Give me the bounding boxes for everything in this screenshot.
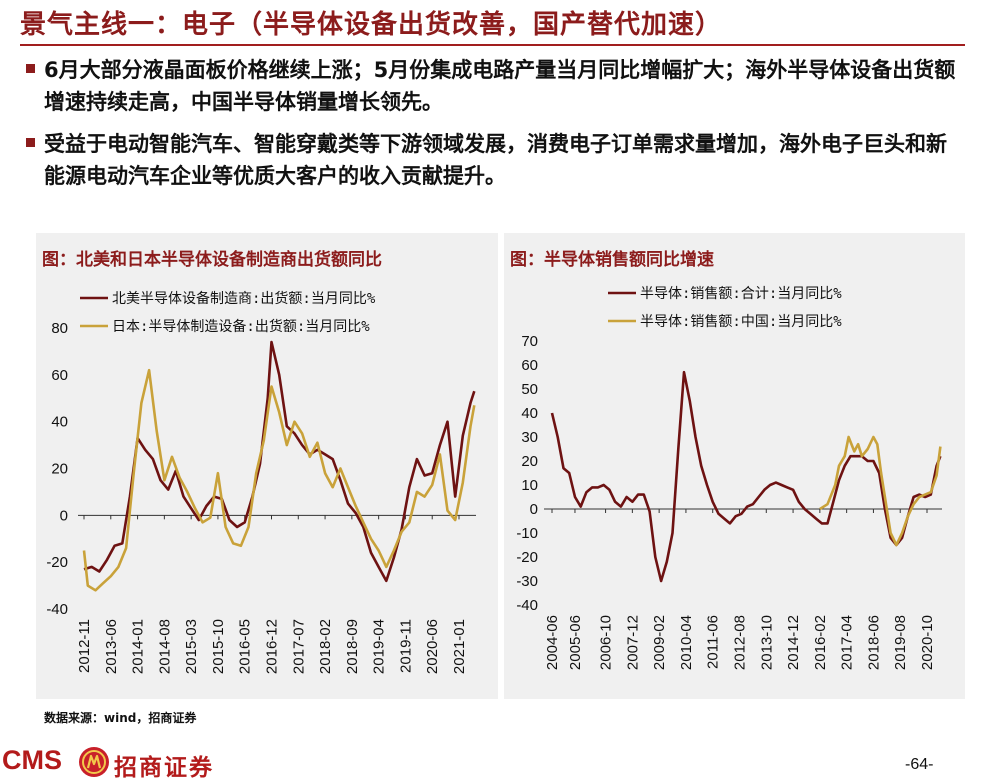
sales-x-tick-label: 2005-06 xyxy=(567,615,584,670)
equipment-y-tick-label: 0 xyxy=(60,507,68,524)
sales-y-tick-label: -20 xyxy=(516,549,538,566)
chart-panel-sales: 图：半导体销售额同比增速 -40 -30 -20 -10 0 10 20 30 40 50 60 70… xyxy=(504,233,965,699)
chart-title-sales: 图：半导体销售额同比增速 xyxy=(510,250,714,270)
sales-y-tick-label: 70 xyxy=(521,333,538,350)
sales-x-tick-label: 2019-08 xyxy=(892,615,909,670)
title-underline xyxy=(20,44,965,46)
bullet-marker xyxy=(26,138,35,147)
sales-y-tick-label: -40 xyxy=(516,597,538,614)
equipment-y-tick-label: 20 xyxy=(51,461,68,478)
sales-x-tick-label: 2006-10 xyxy=(598,615,615,670)
bullet-2: 受益于电动智能汽车、智能穿戴类等下游领域发展，消费电子订单需求量增加，海外电子巨… xyxy=(26,128,964,192)
sales-x-tick-label: 2011-06 xyxy=(705,615,722,669)
equipment-x-tick-label: 2015-10 xyxy=(210,619,227,674)
equipment-x-tick-label: 2018-02 xyxy=(317,619,334,674)
sales-x-tick-label: 2020-10 xyxy=(919,615,936,670)
equipment-y-tick-label: -40 xyxy=(46,601,68,618)
bullet-1: 6月大部分液晶面板价格继续上涨；5月份集成电路产量当月同比增幅扩大；海外半导体设… xyxy=(26,54,964,118)
sales-x-tick-label: 2009-02 xyxy=(651,615,668,670)
equipment-legend-label: 北美半导体设备制造商:出货额:当月同比% xyxy=(112,290,376,307)
sales-x-tick-label: 2016-02 xyxy=(812,615,829,670)
equipment-x-tick-label: 2015-03 xyxy=(183,619,200,674)
sales-y-tick-label: 30 xyxy=(521,429,538,446)
page-number: -64- xyxy=(905,756,934,773)
sales-y-tick-label: 0 xyxy=(530,501,538,518)
bullet-marker xyxy=(26,64,35,73)
equipment-x-tick-label: 2017-07 xyxy=(290,619,307,674)
chart-semiconductor-sales: -40 -30 -20 -10 0 10 20 30 40 50 60 70 2004-06 2005-0… xyxy=(516,286,942,670)
sales-y-tick-label: 50 xyxy=(521,381,538,398)
chart-panel-equipment: 图：北美和日本半导体设备制造商出货额同比 -40 -20 0 20 40 60 80 2012… xyxy=(36,233,498,699)
equipment-y-tick-label: -20 xyxy=(46,554,68,571)
sales-y-tick-label: 20 xyxy=(521,453,538,470)
equipment-x-tick-label: 2016-05 xyxy=(237,619,254,674)
sales-x-tick-label: 2012-08 xyxy=(732,615,749,670)
sales-y-tick-label: 10 xyxy=(521,477,538,494)
sales-x-tick-label: 2007-12 xyxy=(624,615,641,670)
sales-y-tick-label: 40 xyxy=(521,405,538,422)
sales-series-line-2 xyxy=(819,435,942,547)
sales-y-tick-label: 60 xyxy=(521,357,538,374)
sales-x-tick-label: 2010-04 xyxy=(678,615,695,670)
sales-x-tick-label: 2004-06 xyxy=(544,615,561,670)
equipment-x-tick-label: 2012-11 xyxy=(76,619,93,673)
equipment-legend-label: 日本:半导体制造设备:出货额:当月同比% xyxy=(112,318,370,335)
equipment-series-line-1 xyxy=(83,340,476,583)
sales-series-line-1 xyxy=(550,370,942,583)
equipment-x-tick-label: 2018-09 xyxy=(344,619,361,674)
logo-name: 招商证券 xyxy=(114,755,214,781)
equipment-x-tick-label: 2021-01 xyxy=(451,619,468,674)
chart-title-equipment: 图：北美和日本半导体设备制造商出货额同比 xyxy=(42,250,382,270)
page-title: 景气主线一：电子（半导体设备出货改善，国产替代加速） xyxy=(20,10,723,40)
logo-emblem-icon xyxy=(79,747,109,777)
data-source: 数据来源：wind，招商证券 xyxy=(44,711,197,725)
logo-latin: CMS xyxy=(2,745,62,775)
equipment-x-tick-label: 2014-01 xyxy=(130,619,147,674)
sales-y-tick-label: -30 xyxy=(516,573,538,590)
chart-equipment-shipments: -40 -20 0 20 40 60 80 2012-11 2013-06 2014-01 2014… xyxy=(46,290,476,674)
bullet-2-text: 受益于电动智能汽车、智能穿戴类等下游领域发展，消费电子订单需求量增加，海外电子巨… xyxy=(44,132,947,188)
equipment-x-tick-label: 2016-12 xyxy=(264,619,281,674)
company-logo: CMS 招商证券 xyxy=(2,745,262,781)
equipment-series-line-2 xyxy=(82,368,476,592)
equipment-x-tick-label: 2019-04 xyxy=(371,619,388,674)
equipment-y-tick-label: 80 xyxy=(51,320,68,337)
equipment-x-tick-label: 2014-08 xyxy=(156,619,173,674)
sales-y-tick-label: -10 xyxy=(516,525,538,542)
sales-x-tick-label: 2013-10 xyxy=(758,615,775,670)
equipment-y-tick-label: 60 xyxy=(51,367,68,384)
sales-x-tick-label: 2018-06 xyxy=(865,615,882,670)
equipment-x-tick-label: 2020-06 xyxy=(424,619,441,674)
sales-legend-label: 半导体:销售额:中国:当月同比% xyxy=(640,314,842,330)
sales-x-tick-label: 2014-12 xyxy=(785,615,802,670)
equipment-x-tick-label: 2013-06 xyxy=(103,619,120,674)
bullet-1-text: 6月大部分液晶面板价格继续上涨；5月份集成电路产量当月同比增幅扩大；海外半导体设… xyxy=(44,58,956,114)
equipment-y-tick-label: 40 xyxy=(51,414,68,431)
equipment-x-tick-label: 2019-11 xyxy=(397,619,414,673)
sales-x-tick-label: 2017-04 xyxy=(839,615,856,670)
sales-legend-label: 半导体:销售额:合计:当月同比% xyxy=(640,286,842,302)
